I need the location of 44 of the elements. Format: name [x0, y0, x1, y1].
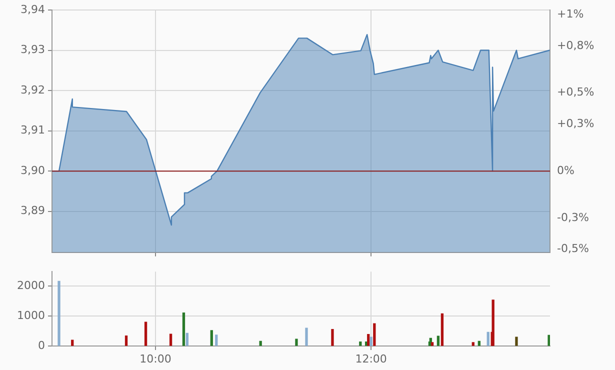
bar	[169, 334, 172, 346]
y-tick-label: 0	[38, 338, 45, 352]
bar	[548, 334, 550, 346]
y2-tick-label: +0,5%	[557, 86, 594, 99]
bar	[259, 340, 262, 346]
bar	[124, 336, 128, 346]
y2-tick-label: -0,3%	[557, 210, 589, 224]
y-tick-label: 3,93	[20, 43, 45, 56]
bar	[373, 323, 376, 346]
bar	[295, 338, 298, 346]
bar	[370, 336, 372, 346]
bar	[71, 340, 74, 346]
y2-tick-label: +1%	[557, 8, 584, 21]
bar	[182, 312, 186, 346]
y-tick-label: 2000	[17, 279, 45, 292]
bar	[58, 280, 60, 346]
bar	[492, 300, 494, 346]
y2-tick-label: +0,3%	[557, 117, 594, 130]
bar	[486, 332, 490, 346]
y-tick-label: 3,94	[20, 2, 45, 16]
bar	[515, 336, 518, 346]
bar	[144, 322, 148, 346]
y2-tick-label: +0,8%	[557, 38, 594, 52]
x-tick-label: 10:00	[140, 352, 172, 366]
y-tick-label: 1000	[17, 308, 45, 322]
bar	[186, 332, 188, 346]
bar	[305, 328, 308, 346]
y-tick-label: 3,90	[20, 164, 45, 177]
y-tick-label: 3,92	[20, 83, 45, 96]
bar	[210, 330, 213, 346]
bar	[367, 334, 370, 346]
x-tick-label: 12:00	[355, 352, 387, 366]
bar	[478, 340, 481, 346]
y2-tick-label: -0,5%	[557, 242, 589, 256]
bar	[472, 342, 474, 346]
y-tick-label: 3,91	[20, 124, 45, 137]
bar	[359, 341, 362, 346]
bar	[440, 313, 444, 346]
bar	[331, 328, 334, 346]
bar	[436, 336, 440, 346]
y2-tick-label: 0%	[557, 164, 574, 177]
bar	[430, 342, 434, 346]
bar	[215, 334, 218, 346]
y-tick-label: 3,89	[20, 204, 45, 218]
